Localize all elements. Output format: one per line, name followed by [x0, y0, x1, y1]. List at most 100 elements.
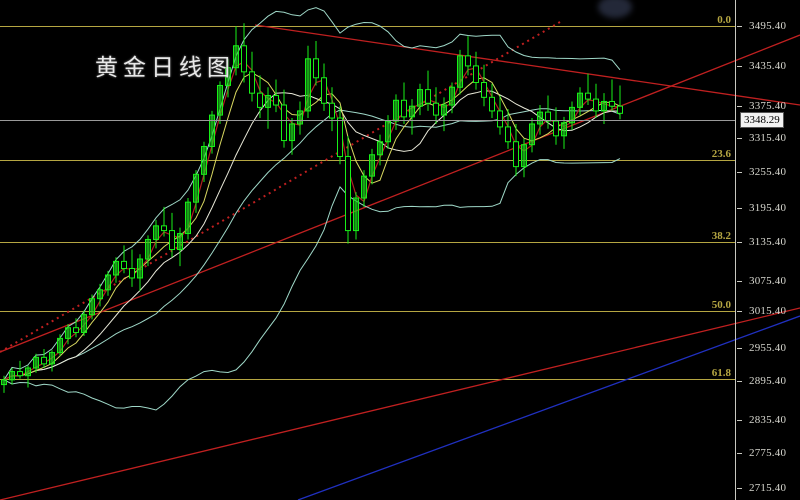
fibonacci-label-61.8: 61.8: [711, 367, 731, 379]
price-axis-tick: [737, 106, 742, 107]
candle-body: [449, 86, 455, 106]
candle-body: [489, 96, 495, 112]
candlestick: [17, 360, 23, 379]
candle-body: [105, 274, 111, 291]
candle-body: [329, 102, 335, 119]
candle-body: [153, 225, 159, 240]
candlestick: [113, 257, 119, 283]
candlestick: [273, 79, 279, 113]
candlestick: [401, 82, 407, 124]
trendline-ascending-support-upper: [0, 34, 800, 353]
price-axis-label: 3375.40: [749, 100, 787, 112]
price-axis-label: 3195.40: [749, 202, 787, 214]
candle-body: [425, 89, 431, 104]
candle-body: [521, 144, 527, 168]
candle-body: [217, 84, 223, 116]
fibonacci-label-38.2: 38.2: [711, 230, 731, 242]
candle-body: [305, 58, 311, 112]
candle-body: [1, 379, 7, 386]
candlestick: [425, 70, 431, 111]
candlestick: [297, 101, 303, 135]
candle-body: [473, 65, 479, 84]
price-axis-tick: [737, 453, 742, 454]
price-axis-label: 2895.40: [749, 375, 787, 387]
candlestick: [73, 318, 79, 338]
candlestick: [257, 75, 263, 119]
candle-body: [585, 92, 591, 100]
candle-body: [537, 111, 543, 125]
candle-body: [345, 156, 351, 232]
candlestick: [97, 283, 103, 307]
candle-body: [89, 298, 95, 316]
candle-body: [409, 105, 415, 118]
candlestick: [161, 206, 167, 237]
candle-body: [417, 89, 423, 107]
candle-body: [225, 67, 231, 86]
candlestick: [281, 89, 287, 148]
current-price-line-group: [0, 0, 736, 500]
candle-body: [457, 55, 463, 88]
candle-body: [369, 154, 375, 177]
fibonacci-label-0.0: 0.0: [717, 14, 731, 26]
candle-body: [569, 106, 575, 124]
price-axis-tick: [737, 488, 742, 489]
candlestick: [265, 87, 271, 129]
candlestick: [529, 118, 535, 153]
candlestick: [513, 123, 519, 177]
candlestick: [193, 170, 199, 213]
candle-body: [289, 123, 295, 142]
candlestick: [105, 270, 111, 296]
candlestick: [65, 324, 71, 345]
candlestick: [329, 87, 335, 132]
candlestick: [185, 198, 191, 240]
candlestick: [361, 170, 367, 207]
price-axis-tick: [737, 420, 742, 421]
candle-body: [577, 92, 583, 108]
candlestick: [593, 83, 599, 119]
candlestick: [201, 141, 207, 183]
candlestick: [369, 148, 375, 185]
price-axis-label: 3015.40: [749, 305, 787, 317]
candle-body: [321, 77, 327, 104]
price-axis-label: 3495.40: [749, 20, 787, 32]
candle-body: [201, 145, 207, 175]
candle-body: [145, 238, 151, 260]
candle-body: [497, 110, 503, 128]
candle-body: [161, 225, 167, 232]
candlestick: [289, 118, 295, 155]
candle-body: [513, 141, 519, 168]
candlestick: [57, 334, 63, 357]
candlestick: [9, 367, 15, 385]
trendline-ascending-support-lower: [0, 307, 800, 500]
candlestick: [561, 116, 567, 149]
candle-body: [121, 260, 127, 269]
candle-body: [97, 289, 103, 300]
candle-body: [337, 117, 343, 158]
candle-body: [401, 99, 407, 118]
candlestick: [577, 87, 583, 116]
candle-body: [177, 233, 183, 251]
bollinger-lower-band: [3, 158, 621, 411]
candlestick: [545, 95, 551, 129]
candlestick: [89, 294, 95, 320]
price-axis-tick: [737, 381, 742, 382]
trendline-descending-resistance: [254, 24, 800, 106]
candlestick: [233, 26, 239, 76]
candle-body: [129, 267, 135, 279]
candle-body: [41, 356, 47, 365]
price-axis-label: 3255.40: [749, 166, 787, 178]
price-axis[interactable]: 3495.40 3435.40 3375.40 3315.40 3255.40 3195.…: [735, 0, 800, 500]
fibonacci-levels-group: [0, 26, 735, 380]
candlestick: [217, 81, 223, 124]
fibonacci-label-23.6: 23.6: [711, 148, 731, 160]
candle-body: [433, 102, 439, 116]
price-axis-tick: [737, 242, 742, 243]
candlestick: [569, 101, 575, 130]
candlestick: [441, 97, 447, 132]
candle-body: [273, 95, 279, 106]
trendlines-group: [0, 21, 800, 500]
candlestick: [585, 73, 591, 106]
candlestick: [489, 83, 495, 119]
candle-body: [377, 141, 383, 156]
price-axis-tick: [737, 66, 742, 67]
